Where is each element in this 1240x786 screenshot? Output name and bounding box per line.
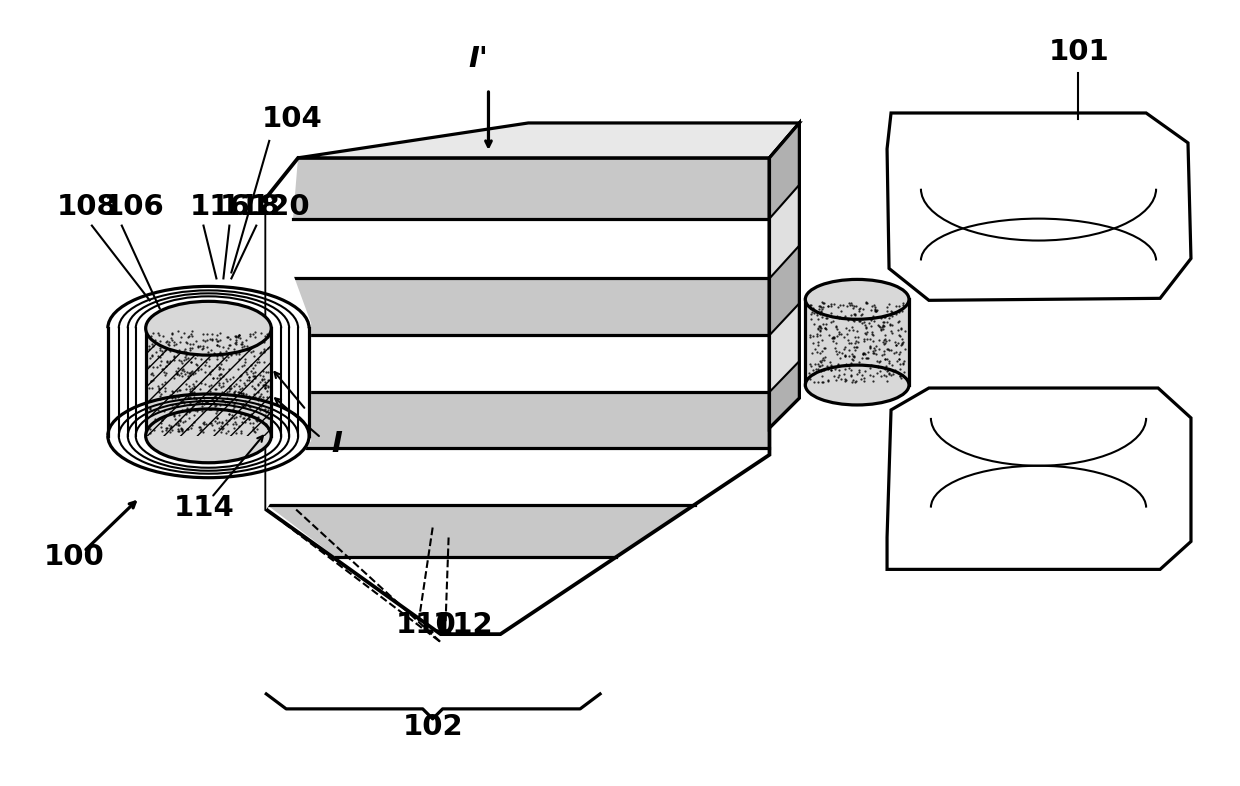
Polygon shape <box>289 329 298 436</box>
Polygon shape <box>128 329 135 436</box>
Polygon shape <box>770 123 800 428</box>
Polygon shape <box>119 329 128 436</box>
Ellipse shape <box>145 409 272 463</box>
Polygon shape <box>267 200 311 509</box>
Ellipse shape <box>805 279 909 319</box>
Ellipse shape <box>145 301 272 355</box>
Polygon shape <box>281 329 289 436</box>
Polygon shape <box>770 185 800 278</box>
Polygon shape <box>277 335 770 392</box>
Text: 108: 108 <box>57 193 118 221</box>
Text: 102: 102 <box>402 713 463 740</box>
Text: 110: 110 <box>396 612 456 639</box>
Polygon shape <box>298 123 800 158</box>
Polygon shape <box>108 329 119 436</box>
Polygon shape <box>293 158 770 219</box>
Polygon shape <box>770 245 800 335</box>
Polygon shape <box>770 361 800 428</box>
Polygon shape <box>267 448 770 505</box>
Polygon shape <box>887 388 1190 569</box>
Polygon shape <box>887 113 1190 300</box>
Ellipse shape <box>805 365 909 405</box>
Polygon shape <box>336 557 615 634</box>
Text: 106: 106 <box>104 193 165 221</box>
Polygon shape <box>770 123 800 219</box>
Text: 120: 120 <box>249 193 310 221</box>
Text: 118: 118 <box>219 193 280 221</box>
Text: 104: 104 <box>262 105 322 133</box>
Polygon shape <box>267 505 694 557</box>
Polygon shape <box>770 303 800 392</box>
Text: 101: 101 <box>1049 39 1110 66</box>
Polygon shape <box>272 392 770 448</box>
Polygon shape <box>298 329 309 436</box>
Polygon shape <box>288 219 770 278</box>
Polygon shape <box>281 278 770 335</box>
Text: 116: 116 <box>190 193 250 221</box>
Text: I: I <box>331 430 342 457</box>
Polygon shape <box>145 329 272 436</box>
Text: I': I' <box>469 45 489 73</box>
Text: 112: 112 <box>433 612 494 639</box>
Text: 114: 114 <box>174 494 234 522</box>
Polygon shape <box>805 299 909 385</box>
Text: 100: 100 <box>45 543 105 571</box>
